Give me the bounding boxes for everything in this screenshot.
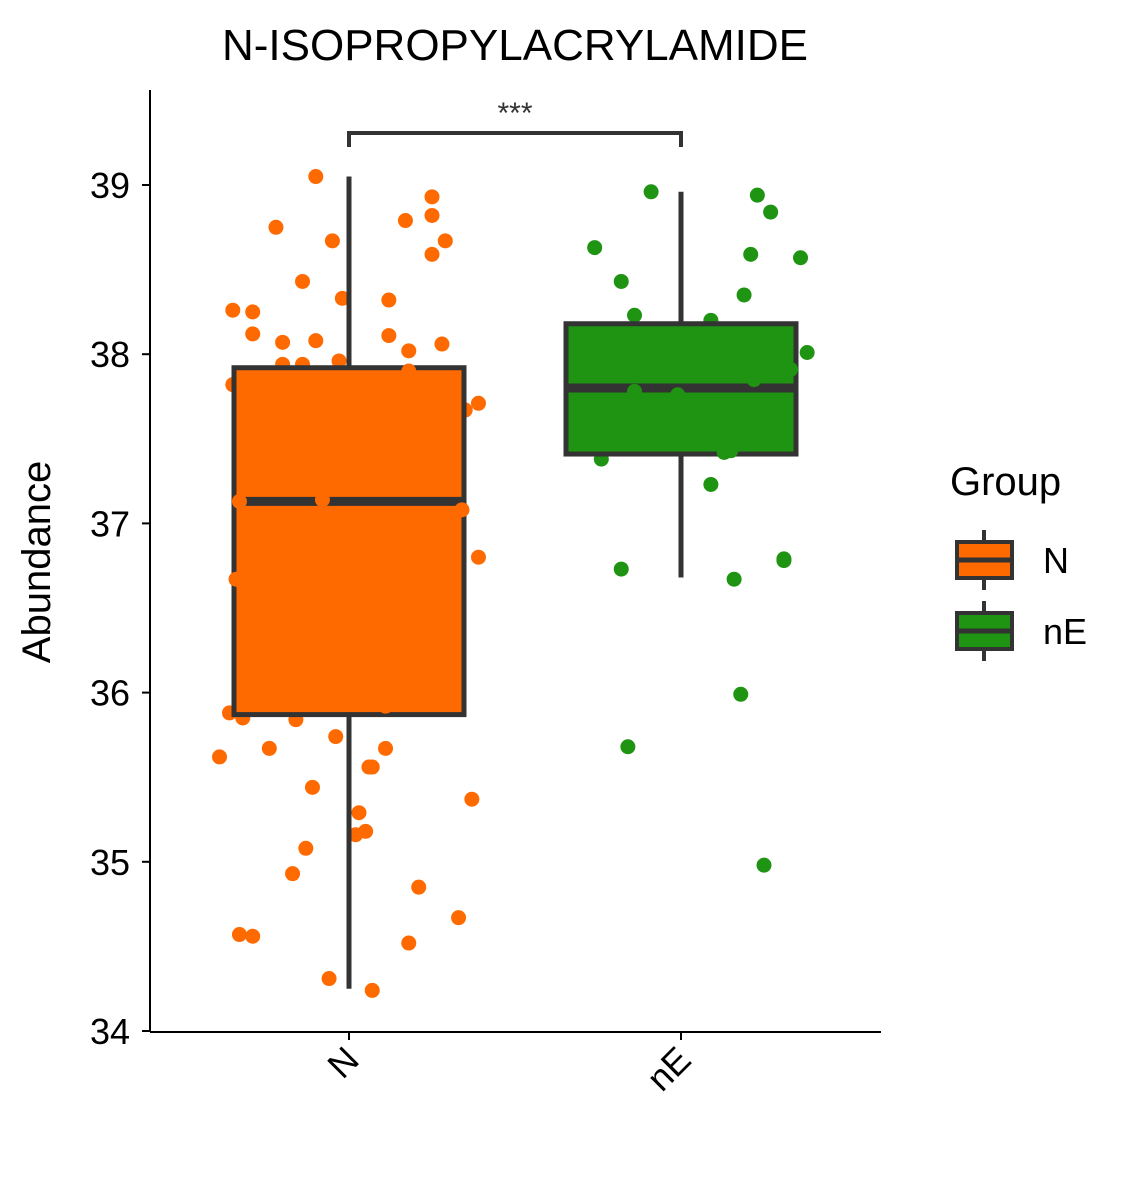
data-point-N [401, 343, 417, 359]
data-point-nE [627, 307, 643, 323]
data-point-overlay-N [314, 492, 330, 508]
data-point-N [434, 336, 450, 352]
significance-label: *** [497, 97, 532, 130]
data-point-overlay-nE [723, 443, 739, 459]
x-tick-label: nE [639, 1039, 699, 1099]
data-point-nE [776, 553, 792, 569]
data-point-nE [736, 287, 752, 303]
data-point-N [304, 779, 320, 795]
data-point-N [308, 333, 324, 349]
data-point-overlay-nE [670, 387, 686, 403]
y-axis-title: Abundance [15, 461, 59, 663]
data-point-overlay-N [454, 502, 470, 518]
data-point-overlay-nE [627, 383, 643, 399]
data-point-overlay-N [378, 698, 394, 714]
data-point-nE [793, 250, 809, 266]
significance-bracket-line [347, 131, 683, 147]
legend-entries: NnE [955, 530, 1087, 661]
y-tick-label: 36 [90, 673, 130, 714]
data-point-nE [743, 246, 759, 262]
data-point-N [424, 207, 440, 223]
data-point-N [424, 189, 440, 205]
data-point-N [424, 246, 440, 262]
y-tick-label: 38 [90, 334, 130, 375]
data-point-nE [703, 476, 719, 492]
data-point-nE [643, 184, 659, 200]
data-point-N [451, 910, 467, 926]
data-point-N [437, 233, 453, 249]
data-point-overlay-nE [746, 372, 762, 388]
legend-title: Group [950, 460, 1061, 504]
data-point-N [470, 395, 486, 411]
data-point-nE [756, 857, 772, 873]
data-point-N [285, 866, 301, 882]
data-point-N [295, 273, 311, 289]
data-point-overlay-nE [783, 361, 799, 377]
data-point-N [245, 326, 261, 342]
data-point-N [324, 233, 340, 249]
legend: Group NnE [950, 460, 1087, 661]
data-point-N [268, 219, 284, 235]
chart-title: N-ISOPROPYLACRYLAMIDE [222, 21, 808, 70]
data-point-nE [613, 561, 629, 577]
y-tick-label: 34 [90, 1011, 130, 1052]
data-point-N [334, 290, 350, 306]
data-point-N [470, 549, 486, 565]
x-tick-label: N [319, 1039, 366, 1086]
data-point-nE [613, 273, 629, 289]
data-point-N [328, 729, 344, 745]
y-tick-label: 39 [90, 165, 130, 206]
data-point-N [225, 302, 241, 318]
box-N [231, 365, 467, 718]
data-point-N [245, 304, 261, 320]
y-tick-label: 35 [90, 842, 130, 883]
data-point-N [411, 879, 427, 895]
data-point-N [308, 169, 324, 185]
data-point-N [261, 740, 277, 756]
data-point-overlay-N [228, 571, 244, 587]
significance-bracket: *** [347, 97, 683, 147]
data-point-N [231, 927, 247, 943]
y-tick-label: 37 [90, 503, 130, 544]
boxes [231, 176, 799, 989]
data-point-N [364, 759, 380, 775]
data-point-N [464, 791, 480, 807]
data-point-N [378, 740, 394, 756]
y-axis-ticks: 34 35 36 37 38 39 [90, 165, 150, 1052]
legend-label-N: N [1043, 540, 1069, 581]
data-point-N [298, 840, 314, 856]
data-point-nE [733, 686, 749, 702]
data-point-N [212, 749, 228, 765]
data-point-nE [763, 204, 779, 220]
data-point-N [275, 334, 291, 350]
data-point-nE [749, 187, 765, 203]
data-point-N [381, 292, 397, 308]
data-point-overlay-N [231, 493, 247, 509]
data-point-nE [799, 345, 815, 361]
data-point-nE [620, 739, 636, 755]
data-point-N [331, 353, 347, 369]
data-point-N [358, 823, 374, 839]
data-point-N [381, 328, 397, 344]
data-point-nE [726, 571, 742, 587]
data-point-nE [587, 240, 603, 256]
data-point-N [401, 935, 417, 951]
jitter-points-overlay [228, 361, 799, 714]
data-point-N [321, 971, 337, 987]
legend-label-nE: nE [1043, 611, 1087, 652]
data-point-N [364, 982, 380, 998]
data-point-N [397, 213, 413, 229]
data-point-N [245, 928, 261, 944]
data-point-N [351, 805, 367, 821]
data-point-overlay-N [401, 363, 417, 379]
